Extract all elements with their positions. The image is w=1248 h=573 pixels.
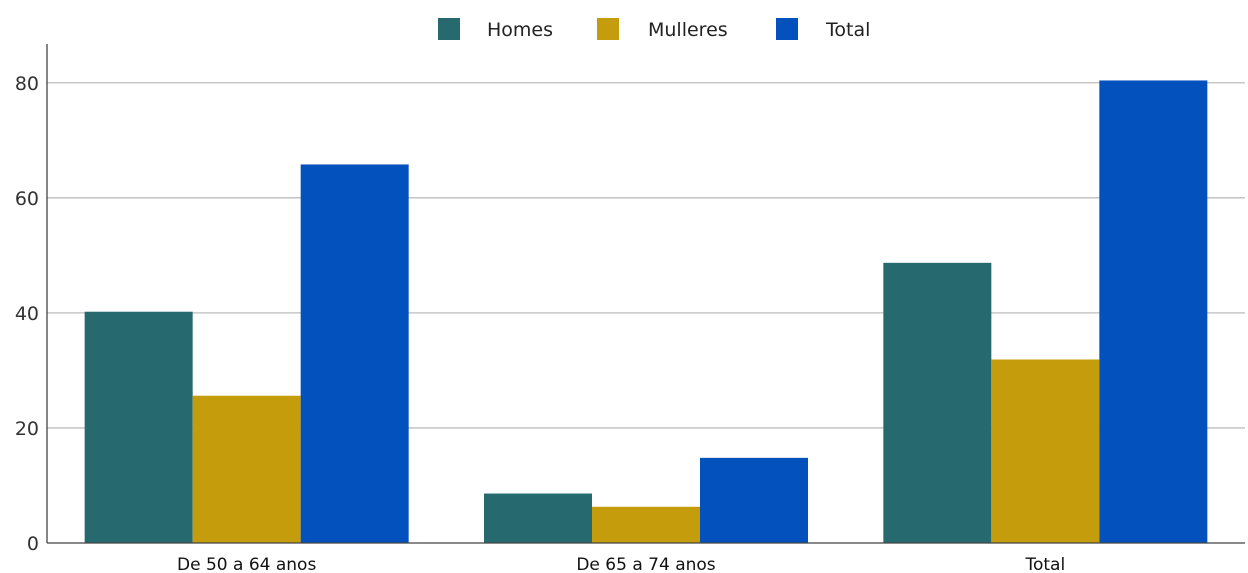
legend-swatch-total xyxy=(776,18,798,40)
x-tick-label: De 50 a 64 anos xyxy=(177,555,316,573)
bar-mulleres-1 xyxy=(592,506,700,543)
bar-homes-1 xyxy=(484,493,592,543)
y-tick-label: 20 xyxy=(15,418,39,440)
y-tick-label: 0 xyxy=(27,533,39,555)
bar-total-2 xyxy=(1099,80,1208,543)
x-tick-label: De 65 a 74 anos xyxy=(576,555,715,573)
legend-label-homes: Homes xyxy=(487,19,553,41)
bar-mulleres-2 xyxy=(991,359,1100,543)
bars xyxy=(84,80,1208,543)
legend-label-total: Total xyxy=(825,19,870,41)
legend-label-mulleres: Mulleres xyxy=(648,19,728,41)
legend-swatch-homes xyxy=(438,18,460,40)
bar-mulleres-0 xyxy=(192,395,301,543)
bar-homes-0 xyxy=(84,311,193,543)
y-tick-label: 80 xyxy=(15,73,39,95)
legend-swatch-mulleres xyxy=(597,18,619,40)
y-tick-labels: 0 20 40 60 80 xyxy=(15,73,39,555)
x-tick-labels: De 50 a 64 anos De 65 a 74 anos Total xyxy=(177,555,1065,573)
y-tick-label: 60 xyxy=(15,188,39,210)
x-tick-label: Total xyxy=(1024,555,1065,573)
bar-total-1 xyxy=(700,457,808,543)
legend: Homes Mulleres Total xyxy=(438,18,870,41)
axes xyxy=(46,44,1245,544)
bar-homes-2 xyxy=(883,262,992,543)
bar-total-0 xyxy=(300,164,409,543)
y-tick-label: 40 xyxy=(15,303,39,325)
